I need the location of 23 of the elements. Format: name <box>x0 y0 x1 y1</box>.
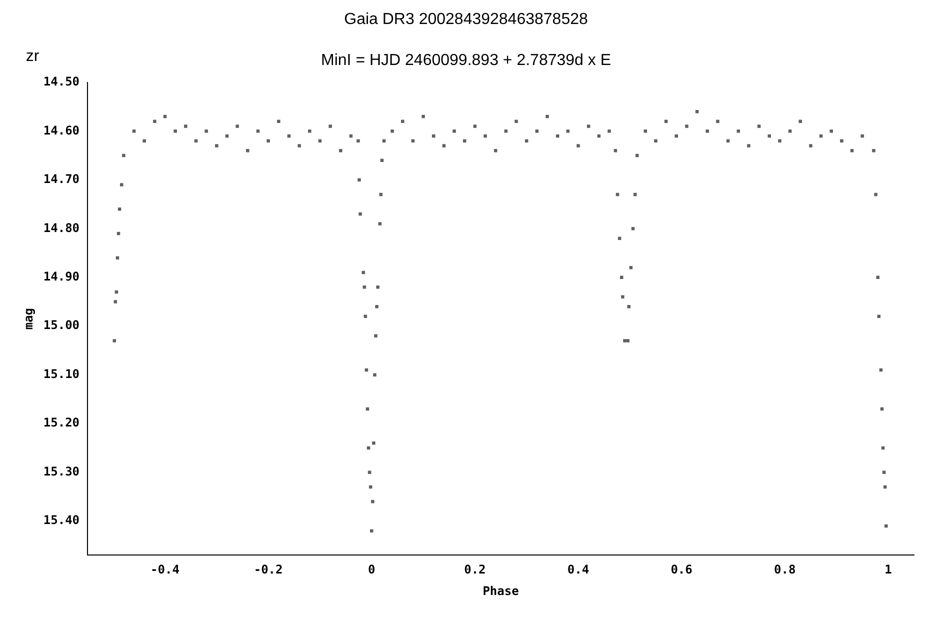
y-tick-label: 14.70 <box>43 172 80 186</box>
x-tick-label: 0.8 <box>774 562 796 577</box>
y-tick-label: 15.20 <box>43 416 80 430</box>
x-tick-label: 0.4 <box>567 562 590 577</box>
y-tick-label: 14.60 <box>43 123 80 138</box>
y-tick-label: 14.50 <box>43 74 80 89</box>
chart-subtitle: MinI = HJD 2460099.893 + 2.78739d x E <box>321 52 611 70</box>
y-tick-label: 14.80 <box>43 220 80 235</box>
y-axis-title: mag <box>21 308 36 330</box>
x-tick-label: -0.4 <box>150 562 180 577</box>
y-tick-label: 15.30 <box>43 464 80 478</box>
x-tick-label: 0 <box>368 562 376 577</box>
x-tick-label: -0.2 <box>254 562 283 577</box>
chart-title: Gaia DR3 2002843928463878528 <box>344 11 588 28</box>
text: zr <box>26 48 40 65</box>
x-tick-label: 0.6 <box>670 562 692 577</box>
y-tick-label: 15.40 <box>43 513 80 528</box>
x-axis-title: Phase <box>482 584 519 598</box>
x-tick-label: 1 <box>884 562 892 577</box>
x-tick-label: 0.2 <box>464 562 486 577</box>
y-tick-label: 15.10 <box>43 366 80 381</box>
y-tick-label: 14.90 <box>43 269 80 284</box>
y-tick-label: 15.00 <box>43 318 80 332</box>
